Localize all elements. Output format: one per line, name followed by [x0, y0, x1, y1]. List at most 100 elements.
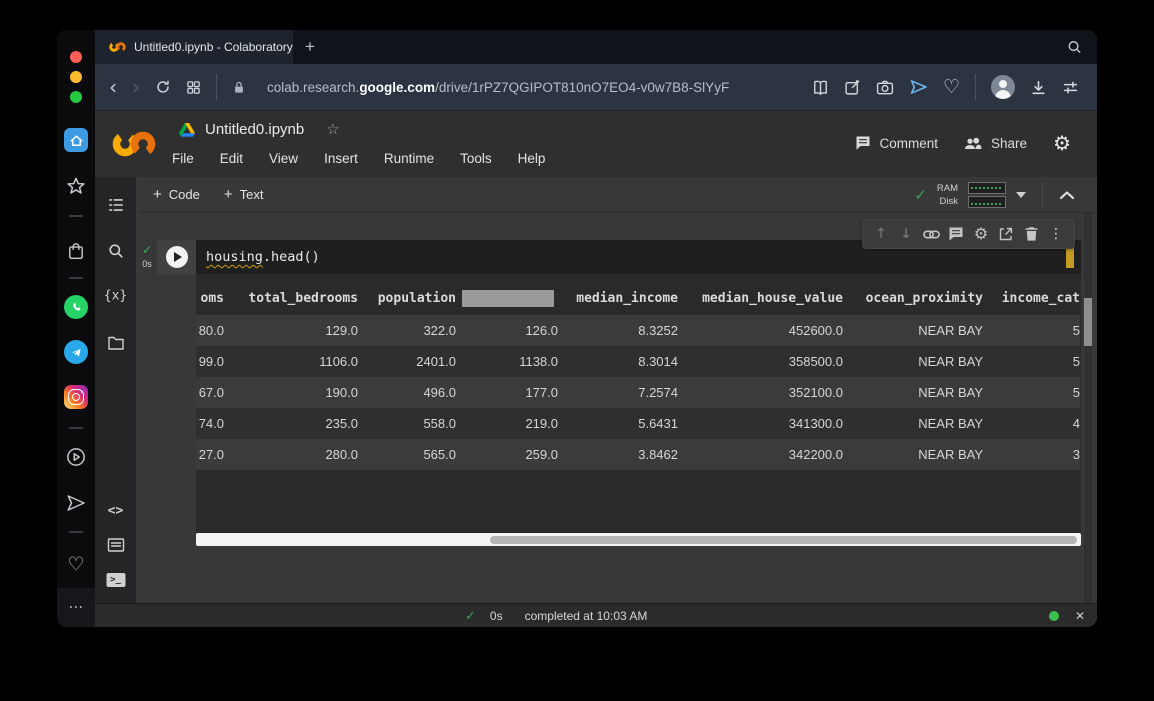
cell-more-actions-icon[interactable]: ⋮: [1049, 226, 1063, 242]
urlbar-divider: [216, 74, 217, 100]
menu-tools[interactable]: Tools: [460, 151, 492, 166]
page-vertical-scrollbar[interactable]: [1084, 213, 1092, 603]
tune-settings-icon[interactable]: [1062, 79, 1079, 96]
star-notebook-icon[interactable]: ☆: [326, 120, 340, 138]
add-code-button[interactable]: + Code: [153, 186, 200, 203]
home-icon[interactable]: [64, 128, 88, 152]
compose-icon[interactable]: [844, 79, 861, 96]
menu-help[interactable]: Help: [517, 151, 546, 166]
comment-cell-icon[interactable]: [947, 225, 965, 243]
traffic-light-minimize[interactable]: [70, 71, 82, 83]
status-check-icon: ✓: [465, 607, 476, 623]
notebook-title[interactable]: Untitled0.ipynb: [205, 121, 305, 138]
cell-settings-gear-icon[interactable]: ⚙: [973, 224, 989, 243]
table-row: 74.0 235.0 558.0 219.0 5.6431 341300.0 NEAR BA…: [196, 408, 1080, 439]
colab-header: Untitled0.ipynb ☆ File Edit View Insert Runt…: [95, 110, 1097, 177]
instagram-icon[interactable]: [64, 385, 88, 409]
find-replace-icon[interactable]: [108, 243, 124, 259]
resource-labels: RAM Disk: [936, 183, 958, 207]
delete-cell-icon[interactable]: [1022, 225, 1040, 243]
plus-icon: +: [153, 186, 162, 203]
colab-sidebar: {x} <> >_: [95, 177, 137, 603]
dataframe-header-row: oms total_bedrooms population median_income…: [196, 274, 1080, 315]
send-plane-icon[interactable]: [66, 493, 86, 513]
whatsapp-icon[interactable]: [64, 295, 88, 319]
favorite-heart-icon[interactable]: ♡: [942, 75, 960, 98]
table-cell: NEAR BAY: [918, 323, 983, 338]
notebook-toolbar: + Code + Text ✓ RAM Disk: [137, 177, 1097, 213]
cell-output: oms total_bedrooms population median_income…: [196, 274, 1081, 546]
table-cell: 5.6431: [638, 416, 678, 431]
table-cell: 565.0: [423, 447, 456, 462]
comment-button[interactable]: Comment: [855, 135, 938, 151]
menu-file[interactable]: File: [172, 151, 194, 166]
share-send-icon[interactable]: [909, 78, 928, 96]
link-to-cell-icon[interactable]: [922, 225, 940, 243]
run-cell-button[interactable]: [165, 246, 188, 268]
command-palette-icon[interactable]: [107, 538, 124, 552]
tab-overview-icon[interactable]: [186, 80, 201, 95]
back-icon[interactable]: ‹: [109, 75, 117, 99]
mirror-cell-icon[interactable]: [997, 225, 1015, 243]
share-button[interactable]: Share: [964, 136, 1027, 151]
menu-runtime[interactable]: Runtime: [383, 151, 435, 166]
people-icon: [965, 137, 982, 149]
download-icon[interactable]: [1030, 79, 1047, 96]
resource-usage-graphs[interactable]: [968, 182, 1006, 208]
execution-status-bar: ✓ 0s completed at 10:03 AM ✕: [95, 603, 1097, 627]
settings-gear-icon[interactable]: ⚙: [1053, 131, 1071, 155]
notebook-content: ✓ 0s housing.head() ↑ ↓: [137, 213, 1097, 603]
cell-run-info: ✓ 0s: [139, 243, 155, 269]
collapse-header-icon[interactable]: [1059, 190, 1075, 200]
close-status-icon[interactable]: ✕: [1074, 608, 1085, 623]
table-of-contents-icon[interactable]: [107, 197, 124, 214]
favorites-star-icon[interactable]: [67, 177, 86, 196]
menu-view[interactable]: View: [269, 151, 299, 166]
reader-mode-icon[interactable]: [812, 79, 829, 96]
table-cell: 7.2574: [638, 385, 678, 400]
table-cell: 235.0: [325, 416, 358, 431]
table-cell: 3: [1072, 447, 1080, 462]
toolbar-divider: [1042, 183, 1043, 207]
output-horizontal-scrollbar[interactable]: [196, 533, 1081, 546]
table-cell: 99.0: [198, 354, 224, 369]
search-icon[interactable]: [1067, 40, 1082, 55]
sidebar-divider: [69, 531, 83, 533]
heart-icon[interactable]: ♡: [67, 553, 85, 576]
table-cell: 74.0: [198, 416, 224, 431]
menu-edit[interactable]: Edit: [219, 151, 244, 166]
profile-avatar[interactable]: [991, 75, 1015, 99]
reload-icon[interactable]: [155, 79, 171, 95]
table-cell: 5: [1072, 385, 1080, 400]
resources-dropdown-icon[interactable]: [1016, 192, 1026, 198]
table-cell: 452600.0: [788, 323, 843, 338]
urlbar-divider: [975, 74, 976, 100]
terminal-icon[interactable]: >_: [106, 573, 125, 587]
menu-insert[interactable]: Insert: [324, 151, 358, 166]
traffic-light-close[interactable]: [70, 51, 82, 63]
telegram-icon[interactable]: [64, 340, 88, 364]
ram-usage-sparkline: [968, 182, 1006, 194]
vertical-scrollbar-thumb[interactable]: [1084, 298, 1092, 346]
horizontal-scrollbar-thumb[interactable]: [490, 535, 1077, 544]
redacted-column-cover: [462, 290, 554, 307]
more-icon[interactable]: ⋯: [68, 597, 84, 616]
table-cell: 3.8462: [638, 447, 678, 462]
table-header-cell: population: [377, 291, 456, 306]
code-snippets-icon[interactable]: <>: [107, 503, 124, 519]
browser-tab[interactable]: Untitled0.ipynb - Colaboratory: [95, 30, 293, 64]
shopping-bag-icon[interactable]: [67, 242, 85, 260]
plus-icon: +: [223, 186, 233, 203]
traffic-light-zoom[interactable]: [70, 91, 82, 103]
new-tab-button[interactable]: +: [305, 37, 315, 56]
forward-icon[interactable]: ›: [132, 75, 140, 99]
move-cell-down-icon[interactable]: ↓: [900, 226, 912, 242]
move-cell-up-icon[interactable]: ↑: [875, 226, 887, 242]
variables-icon[interactable]: {x}: [103, 288, 128, 304]
add-text-button[interactable]: + Text: [223, 186, 264, 203]
camera-icon[interactable]: [876, 79, 894, 96]
address-field[interactable]: colab.research.google.com/drive/1rPZ7QGI…: [267, 79, 730, 95]
files-folder-icon[interactable]: [107, 336, 124, 351]
play-circle-icon[interactable]: [66, 447, 86, 467]
